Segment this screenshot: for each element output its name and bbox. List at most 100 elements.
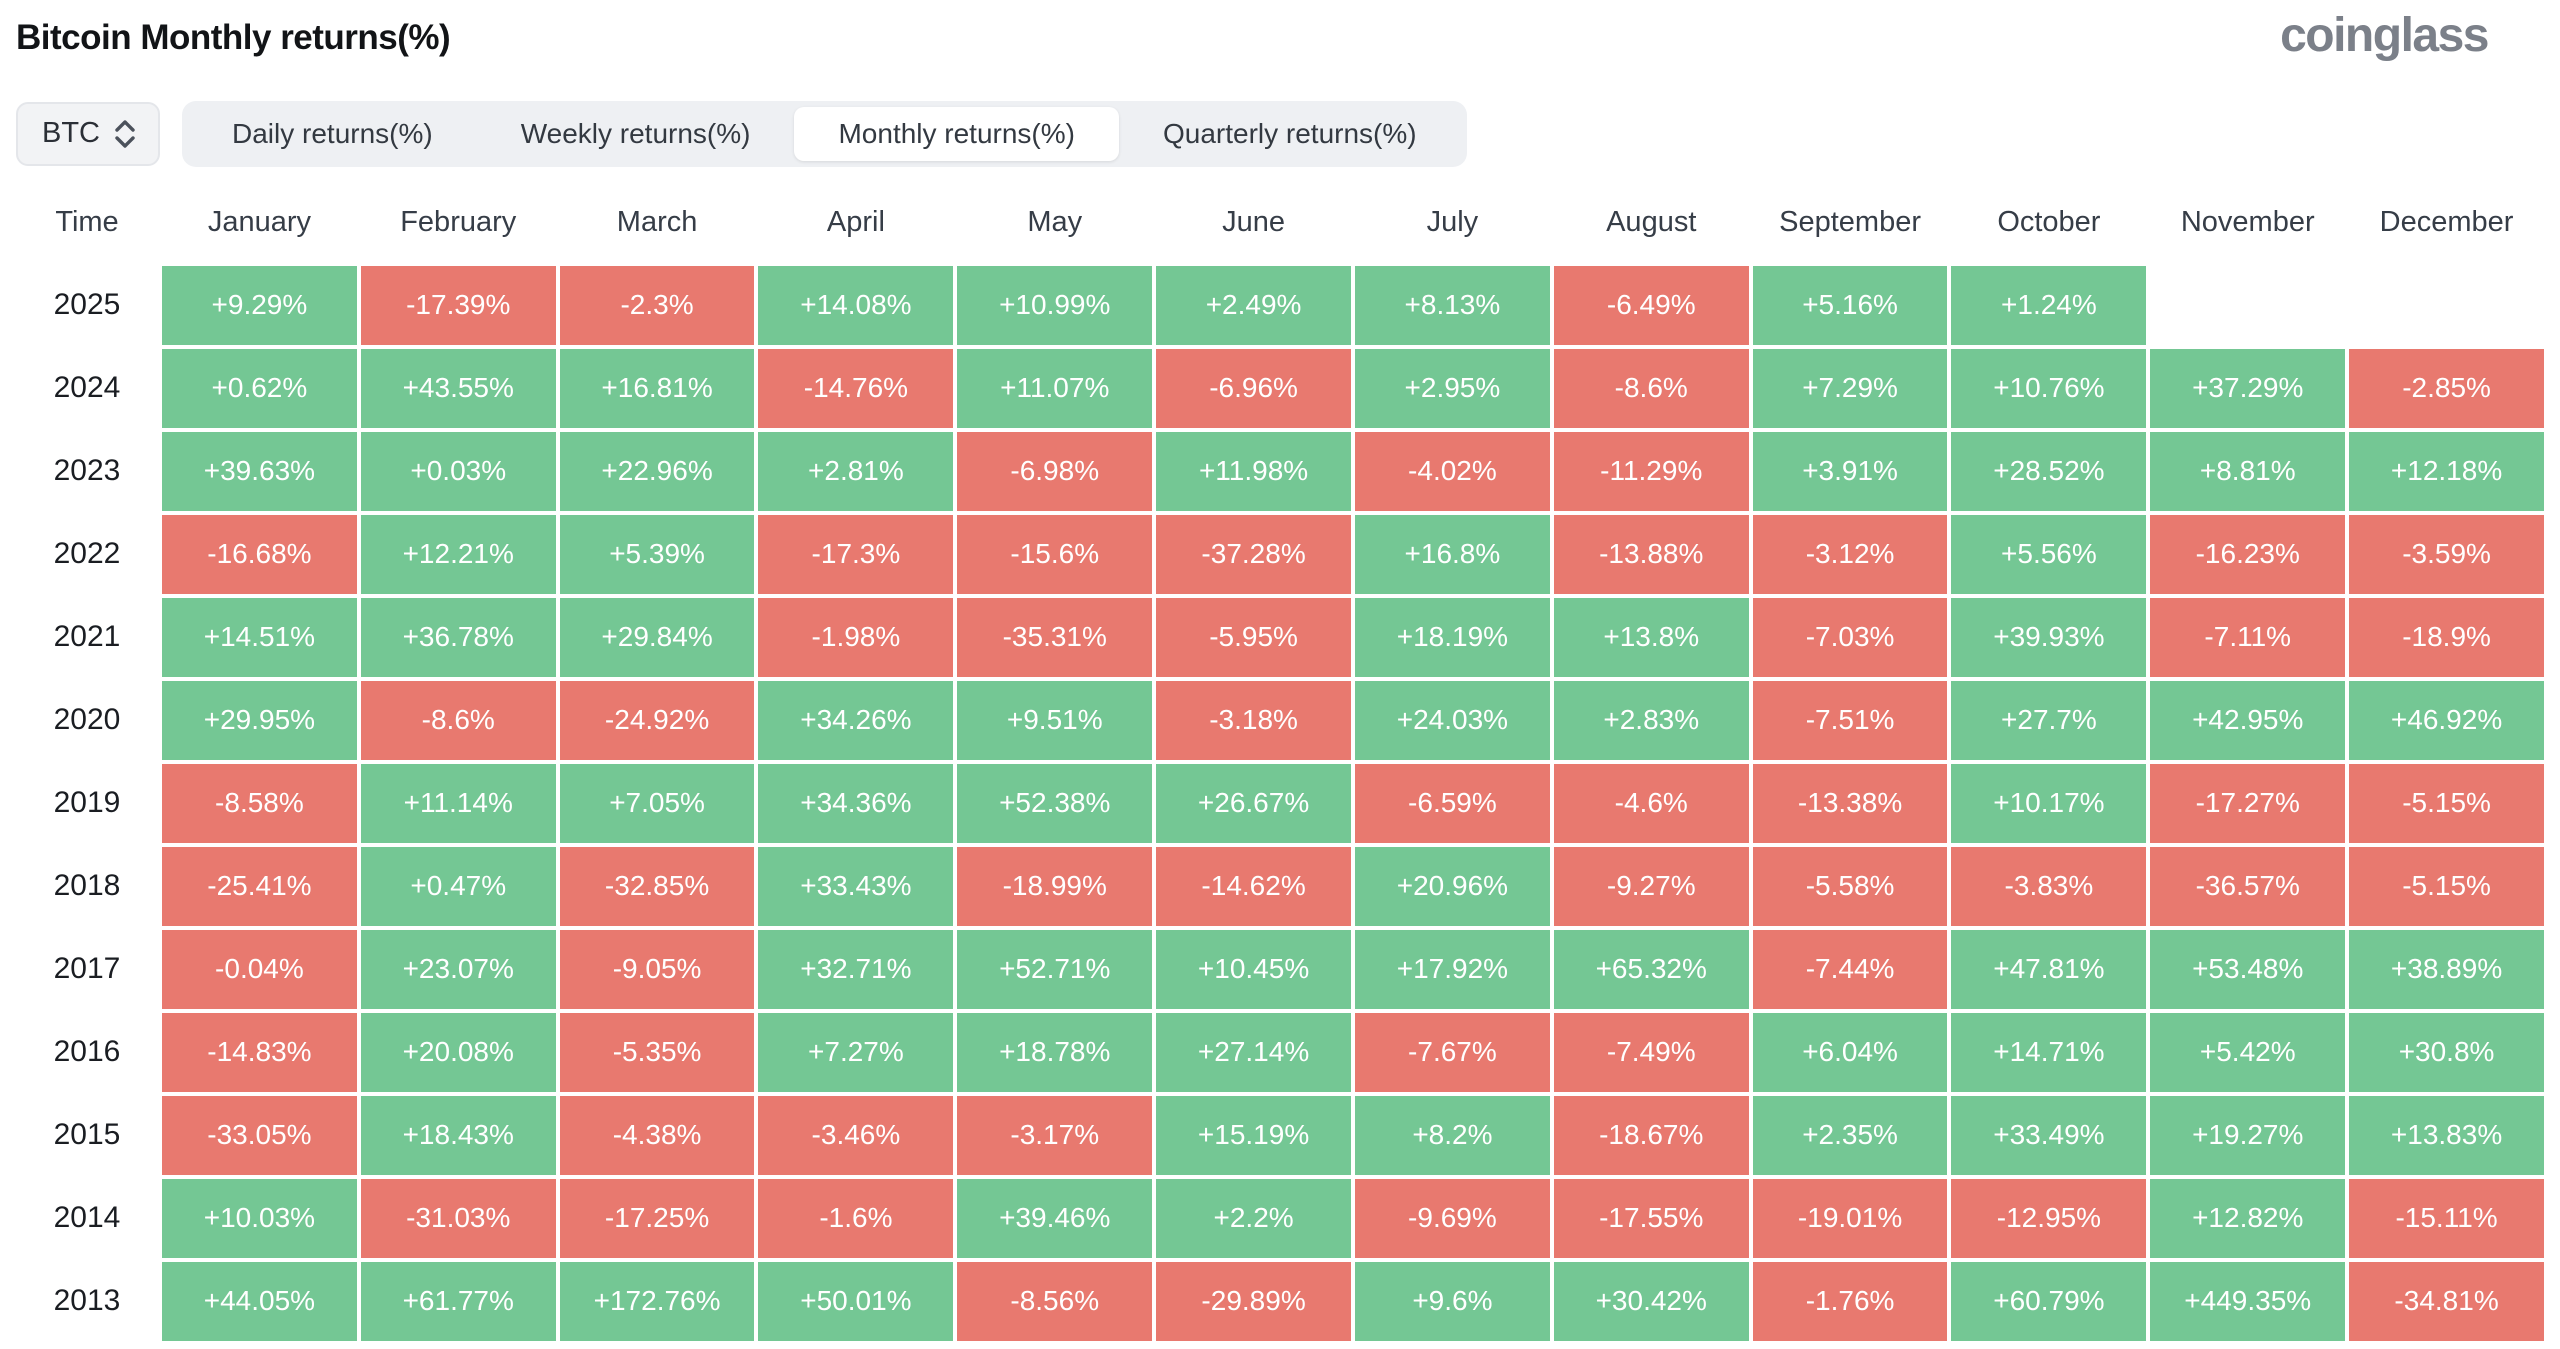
- year-label: 2021: [53, 620, 121, 654]
- return-cell: +16.8%: [1354, 514, 1550, 594]
- return-cell: -18.99%: [957, 846, 1153, 926]
- return-cell: +38.89%: [2349, 929, 2544, 1009]
- return-cell: +47.81%: [1951, 929, 2147, 1009]
- return-cell: -5.35%: [559, 1012, 755, 1092]
- return-cell: -1.6%: [758, 1178, 954, 1258]
- month-column-header: November: [2180, 205, 2315, 238]
- return-cell: +14.08%: [758, 265, 954, 345]
- return-cell: +52.38%: [957, 763, 1153, 843]
- return-cell: +19.27%: [2150, 1095, 2346, 1175]
- return-cell: +3.91%: [1752, 431, 1948, 511]
- return-cell: -15.6%: [957, 514, 1153, 594]
- return-cell: -14.76%: [758, 348, 954, 428]
- return-cell: +0.03%: [360, 431, 556, 511]
- return-cell: -11.29%: [1553, 431, 1749, 511]
- return-cell: +18.19%: [1354, 597, 1550, 677]
- month-column-header: October: [1997, 205, 2101, 238]
- return-cell: -24.92%: [559, 680, 755, 760]
- return-cell: -0.04%: [162, 929, 357, 1009]
- return-cell: -32.85%: [559, 846, 755, 926]
- return-cell: +9.51%: [957, 680, 1153, 760]
- return-cell: -7.67%: [1354, 1012, 1550, 1092]
- return-cell: -3.59%: [2349, 514, 2544, 594]
- return-cell: +24.03%: [1354, 680, 1550, 760]
- return-cell: +2.81%: [758, 431, 954, 511]
- return-cell: +5.42%: [2150, 1012, 2346, 1092]
- return-cell: -7.03%: [1752, 597, 1948, 677]
- coinglass-logo: coinglass: [2280, 9, 2489, 62]
- return-cell: +20.08%: [360, 1012, 556, 1092]
- return-cell: -3.83%: [1951, 846, 2147, 926]
- tab-quarterly-returns[interactable]: Quarterly returns(%): [1162, 117, 1417, 149]
- return-cell: +15.19%: [1156, 1095, 1351, 1175]
- symbol-select[interactable]: BTC: [16, 101, 160, 166]
- return-cell: +32.71%: [758, 929, 954, 1009]
- return-cell: -36.57%: [2150, 846, 2346, 926]
- return-cell: -6.98%: [957, 431, 1153, 511]
- year-label: 2020: [53, 703, 121, 737]
- return-cell: -16.23%: [2150, 514, 2346, 594]
- return-cell: -17.25%: [559, 1178, 755, 1258]
- return-cell: +39.93%: [1951, 597, 2147, 677]
- month-column-header: June: [1222, 205, 1286, 238]
- year-label: 2022: [53, 537, 121, 571]
- return-cell: -7.49%: [1553, 1012, 1749, 1092]
- empty-cell: [2349, 266, 2544, 345]
- return-cell: -6.49%: [1553, 265, 1749, 345]
- return-cell: +449.35%: [2150, 1261, 2346, 1341]
- return-cell: +29.95%: [162, 680, 357, 760]
- return-cell: +2.95%: [1354, 348, 1550, 428]
- return-cell: +12.18%: [2349, 431, 2544, 511]
- updown-chevron-icon: [112, 117, 138, 151]
- return-cell: +16.81%: [559, 348, 755, 428]
- return-cell: -19.01%: [1752, 1178, 1948, 1258]
- return-cell: +0.47%: [360, 846, 556, 926]
- return-cell: +13.8%: [1553, 597, 1749, 677]
- tab-monthly-returns[interactable]: Monthly returns(%): [794, 106, 1119, 161]
- return-cell: +61.77%: [360, 1261, 556, 1341]
- month-column-header: March: [616, 205, 698, 238]
- return-cell: +53.48%: [2150, 929, 2346, 1009]
- return-cell: -7.51%: [1752, 680, 1948, 760]
- year-label: 2023: [53, 454, 121, 488]
- return-cell: +33.49%: [1951, 1095, 2147, 1175]
- year-label: 2017: [53, 952, 121, 986]
- return-cell: +14.51%: [162, 597, 357, 677]
- return-cell: +2.83%: [1553, 680, 1749, 760]
- return-cell: +50.01%: [758, 1261, 954, 1341]
- return-cell: -12.95%: [1951, 1178, 2147, 1258]
- year-label: 2015: [53, 1118, 121, 1152]
- return-cell: +11.14%: [360, 763, 556, 843]
- return-cell: -17.55%: [1553, 1178, 1749, 1258]
- return-cell: +27.14%: [1156, 1012, 1351, 1092]
- tab-weekly-returns[interactable]: Weekly returns(%): [520, 117, 751, 149]
- return-cell: -31.03%: [360, 1178, 556, 1258]
- return-cell: +20.96%: [1354, 846, 1550, 926]
- return-cell: +52.71%: [957, 929, 1153, 1009]
- return-cell: +172.76%: [559, 1261, 755, 1341]
- symbol-select-value: BTC: [42, 117, 100, 150]
- return-cell: +10.17%: [1951, 763, 2147, 843]
- return-cell: +46.92%: [2349, 680, 2544, 760]
- page-title: Bitcoin Monthly returns(%): [16, 18, 451, 57]
- return-cell: -3.17%: [957, 1095, 1153, 1175]
- return-cell: +5.39%: [559, 514, 755, 594]
- return-cell: +10.99%: [957, 265, 1153, 345]
- year-label: 2013: [53, 1284, 121, 1318]
- return-cell: -18.67%: [1553, 1095, 1749, 1175]
- return-cell: +2.35%: [1752, 1095, 1948, 1175]
- return-cell: -17.39%: [360, 265, 556, 345]
- return-cell: -8.6%: [1553, 348, 1749, 428]
- return-cell: -9.05%: [559, 929, 755, 1009]
- return-cell: -5.15%: [2349, 763, 2544, 843]
- return-cell: +29.84%: [559, 597, 755, 677]
- year-label: 2019: [53, 786, 121, 820]
- return-cell: -9.69%: [1354, 1178, 1550, 1258]
- return-cell: +10.03%: [162, 1178, 357, 1258]
- return-cell: -37.28%: [1156, 514, 1351, 594]
- returns-tab-group: Daily returns(%) Weekly returns(%) Month…: [182, 100, 1467, 167]
- return-cell: +12.21%: [360, 514, 556, 594]
- return-cell: -7.11%: [2150, 597, 2346, 677]
- tab-daily-returns[interactable]: Daily returns(%): [232, 117, 433, 149]
- return-cell: -33.05%: [162, 1095, 357, 1175]
